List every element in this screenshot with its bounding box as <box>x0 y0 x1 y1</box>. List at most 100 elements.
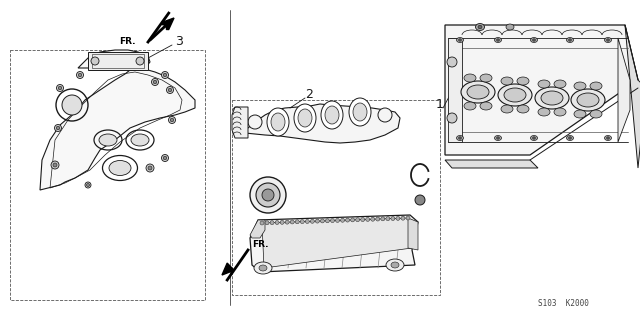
Ellipse shape <box>538 108 550 116</box>
Polygon shape <box>445 160 538 168</box>
Ellipse shape <box>605 38 611 42</box>
Ellipse shape <box>504 88 526 102</box>
Ellipse shape <box>351 218 355 222</box>
Ellipse shape <box>467 85 489 99</box>
Ellipse shape <box>571 89 605 111</box>
Ellipse shape <box>78 73 82 77</box>
Ellipse shape <box>275 220 279 225</box>
Ellipse shape <box>386 217 390 221</box>
Ellipse shape <box>590 82 602 90</box>
Ellipse shape <box>325 106 339 124</box>
Ellipse shape <box>480 74 492 82</box>
Ellipse shape <box>498 84 532 106</box>
Ellipse shape <box>62 95 82 115</box>
Ellipse shape <box>554 80 566 88</box>
Ellipse shape <box>568 137 572 139</box>
Ellipse shape <box>447 57 457 67</box>
Ellipse shape <box>250 177 286 213</box>
Text: 3: 3 <box>175 35 183 48</box>
Polygon shape <box>78 50 150 68</box>
Text: FR.: FR. <box>252 240 269 249</box>
Ellipse shape <box>349 98 371 126</box>
Ellipse shape <box>401 216 405 220</box>
Ellipse shape <box>538 80 550 88</box>
Ellipse shape <box>321 219 324 223</box>
Ellipse shape <box>99 134 117 146</box>
Ellipse shape <box>365 217 370 221</box>
Ellipse shape <box>531 38 538 42</box>
Ellipse shape <box>517 105 529 113</box>
Ellipse shape <box>574 110 586 118</box>
Ellipse shape <box>361 218 365 222</box>
Ellipse shape <box>131 134 149 146</box>
Ellipse shape <box>254 262 272 274</box>
Ellipse shape <box>86 183 90 187</box>
Ellipse shape <box>54 124 61 131</box>
Ellipse shape <box>271 113 285 131</box>
Polygon shape <box>232 107 248 138</box>
Ellipse shape <box>456 136 463 140</box>
Ellipse shape <box>464 74 476 82</box>
Polygon shape <box>88 52 148 70</box>
Ellipse shape <box>280 220 284 224</box>
Ellipse shape <box>480 102 492 110</box>
Text: 2: 2 <box>305 88 313 101</box>
Polygon shape <box>262 218 412 268</box>
Ellipse shape <box>152 78 159 85</box>
Ellipse shape <box>285 220 289 224</box>
Ellipse shape <box>300 219 304 224</box>
Ellipse shape <box>458 39 461 41</box>
Ellipse shape <box>541 91 563 105</box>
Ellipse shape <box>310 219 314 223</box>
Ellipse shape <box>305 219 309 223</box>
Ellipse shape <box>495 38 502 42</box>
Text: FR.: FR. <box>120 37 136 46</box>
Ellipse shape <box>376 217 380 221</box>
Ellipse shape <box>161 154 168 161</box>
Ellipse shape <box>168 88 172 92</box>
Ellipse shape <box>295 220 300 224</box>
Ellipse shape <box>532 137 536 139</box>
Ellipse shape <box>163 73 167 77</box>
Ellipse shape <box>590 110 602 118</box>
Ellipse shape <box>456 38 463 42</box>
Ellipse shape <box>391 262 399 268</box>
Ellipse shape <box>340 218 344 222</box>
Polygon shape <box>40 68 195 190</box>
Polygon shape <box>408 218 418 250</box>
Polygon shape <box>162 18 174 30</box>
Ellipse shape <box>136 57 144 65</box>
Ellipse shape <box>330 219 335 223</box>
Ellipse shape <box>517 77 529 85</box>
Ellipse shape <box>316 219 319 223</box>
Ellipse shape <box>391 217 395 220</box>
Ellipse shape <box>554 108 566 116</box>
Ellipse shape <box>458 137 461 139</box>
Ellipse shape <box>501 77 513 85</box>
Ellipse shape <box>353 103 367 121</box>
Ellipse shape <box>415 195 425 205</box>
Ellipse shape <box>346 218 349 222</box>
Ellipse shape <box>91 57 99 65</box>
Ellipse shape <box>85 182 91 188</box>
Ellipse shape <box>51 161 59 169</box>
Ellipse shape <box>248 115 262 129</box>
Ellipse shape <box>495 136 502 140</box>
Ellipse shape <box>260 221 264 225</box>
Ellipse shape <box>566 38 573 42</box>
Ellipse shape <box>166 86 173 93</box>
Ellipse shape <box>77 71 83 78</box>
Ellipse shape <box>535 87 569 109</box>
Ellipse shape <box>153 80 157 84</box>
Ellipse shape <box>56 85 63 92</box>
Polygon shape <box>618 38 630 142</box>
Ellipse shape <box>290 220 294 224</box>
Ellipse shape <box>321 101 343 129</box>
Polygon shape <box>448 38 462 142</box>
Polygon shape <box>238 104 400 143</box>
Ellipse shape <box>406 216 410 220</box>
Ellipse shape <box>148 166 152 170</box>
Ellipse shape <box>497 39 499 41</box>
Ellipse shape <box>356 218 360 222</box>
Ellipse shape <box>294 104 316 132</box>
